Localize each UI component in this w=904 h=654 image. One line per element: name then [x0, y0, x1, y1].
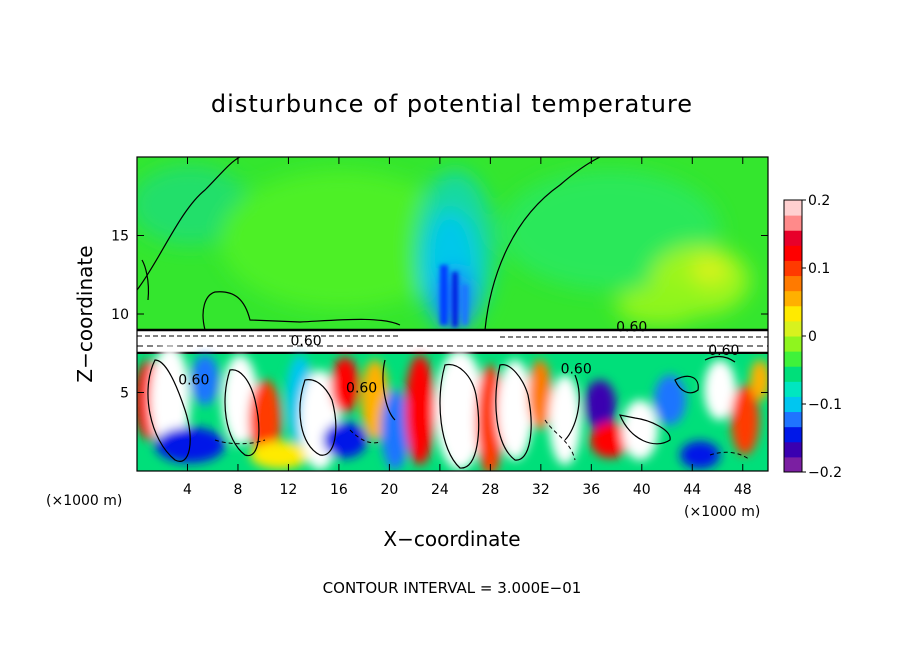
- contour-lines: [137, 157, 736, 469]
- contour-label: 0.60: [616, 319, 647, 335]
- x-tick-label: 24: [431, 482, 449, 498]
- contour-label: 0.60: [346, 381, 377, 397]
- colorbar-swatch: [784, 245, 802, 261]
- colorbar-swatch: [784, 336, 802, 352]
- x-tick-label: 48: [734, 482, 752, 498]
- y-axis: 5 10 15: [111, 229, 768, 402]
- colorbar-tick-label: 0: [808, 329, 817, 345]
- upper-blue-plume: [440, 265, 468, 327]
- y-tick-label: 5: [120, 386, 129, 402]
- colorbar-swatch: [784, 456, 802, 473]
- x-tick-label: 40: [633, 482, 651, 498]
- colorbar-tick-label: 0.2: [808, 193, 830, 209]
- contour-label: 0.60: [561, 362, 592, 378]
- plot-area: [137, 157, 768, 471]
- colorbar-swatch: [784, 411, 802, 428]
- y-axis-label: Z−coordinate: [73, 245, 97, 382]
- x-tick-label: 32: [532, 482, 550, 498]
- contour-interval-note: CONTOUR INTERVAL = 3.000E−01: [323, 579, 582, 597]
- colorbar-swatch: [784, 290, 802, 307]
- colorbar-swatch: [784, 351, 802, 367]
- x-units-right: (×1000 m): [684, 504, 760, 520]
- colorbar-swatch: [784, 426, 802, 443]
- chart-title: disturbunce of potential temperature: [211, 90, 693, 118]
- contour-label: 0.60: [291, 333, 322, 349]
- x-tick-label: 44: [683, 482, 701, 498]
- contour-labels: 0.60 0.60 0.60 0.60 0.60 0.60: [178, 319, 739, 396]
- lower-turbulent-field: [137, 345, 768, 471]
- x-axis: 4 8 12 16 20 24 28 32 36 40 44 48: [183, 157, 752, 498]
- neutral-band: [137, 330, 768, 354]
- x-tick-label: 36: [582, 482, 600, 498]
- x-tick-label: 20: [380, 482, 398, 498]
- colorbar-swatch: [784, 305, 802, 322]
- x-axis-label: X−coordinate: [383, 527, 520, 551]
- dashed-contours: [214, 419, 751, 461]
- contour-label: 0.60: [708, 343, 739, 359]
- colorbar-swatch: [784, 396, 802, 413]
- colorbar-swatch: [784, 260, 802, 277]
- colorbar-swatch: [784, 381, 802, 397]
- y-tick-label: 10: [111, 307, 129, 323]
- x-tick-label: 8: [233, 482, 242, 498]
- contour-label: 0.60: [178, 373, 209, 389]
- colorbar-tick-label: 0.1: [808, 261, 830, 277]
- colorbar-swatch: [784, 320, 802, 337]
- colorbar-tick-label: −0.2: [808, 465, 842, 481]
- colorbar-tick-label: −0.1: [808, 397, 842, 413]
- colorbar: 0.2 0.1 0 −0.1 −0.2: [783, 193, 842, 481]
- x-units-left: (×1000 m): [46, 493, 122, 509]
- colorbar-swatch: [784, 230, 802, 246]
- y-tick-label: 15: [111, 229, 129, 245]
- colorbar-swatch: [784, 366, 802, 382]
- colorbar-swatch: [784, 215, 802, 231]
- x-tick-label: 4: [183, 482, 192, 498]
- x-tick-label: 16: [330, 482, 348, 498]
- colorbar-swatch: [784, 200, 802, 216]
- x-tick-label: 28: [481, 482, 499, 498]
- colorbar-swatch: [784, 441, 802, 458]
- colorbar-swatch: [784, 275, 802, 292]
- x-tick-label: 12: [280, 482, 298, 498]
